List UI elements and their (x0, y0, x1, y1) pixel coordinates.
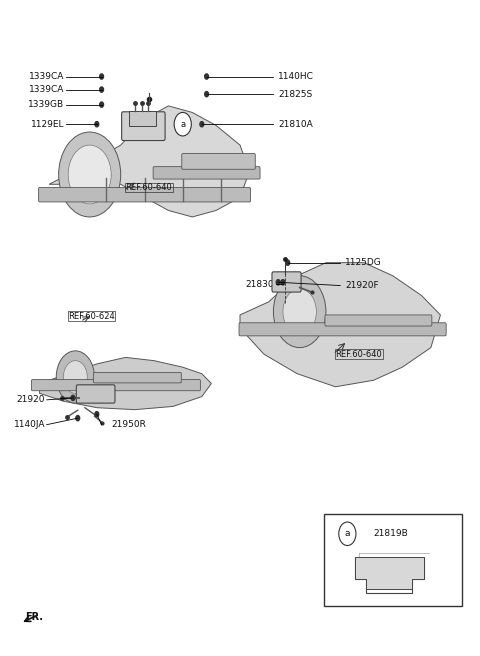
Text: 1140HC: 1140HC (278, 72, 314, 81)
Text: a: a (345, 529, 350, 539)
Polygon shape (240, 262, 441, 387)
Text: REF.60-640: REF.60-640 (336, 350, 382, 359)
Text: 1129EL: 1129EL (31, 119, 64, 129)
FancyBboxPatch shape (182, 154, 255, 169)
Bar (129, 111, 156, 125)
Text: 21920: 21920 (17, 396, 45, 404)
Circle shape (95, 411, 99, 417)
Text: 1125DG: 1125DG (345, 258, 382, 267)
Circle shape (204, 92, 208, 96)
FancyBboxPatch shape (153, 167, 260, 179)
Text: a: a (180, 119, 185, 129)
Circle shape (204, 74, 208, 79)
Text: 21830: 21830 (246, 279, 275, 289)
Polygon shape (355, 557, 424, 589)
Text: 1339CA: 1339CA (29, 85, 64, 94)
Circle shape (276, 279, 280, 285)
FancyBboxPatch shape (239, 323, 446, 336)
Text: 21825S: 21825S (278, 90, 312, 98)
Circle shape (286, 260, 289, 265)
FancyBboxPatch shape (325, 315, 432, 326)
Circle shape (274, 276, 326, 348)
Text: 1339CA: 1339CA (29, 72, 64, 81)
Circle shape (281, 279, 285, 285)
Circle shape (95, 121, 99, 127)
Text: 1140JA: 1140JA (14, 420, 45, 429)
FancyBboxPatch shape (32, 380, 200, 391)
FancyBboxPatch shape (121, 112, 165, 140)
Text: 21810A: 21810A (278, 119, 313, 129)
Text: FR.: FR. (25, 612, 43, 622)
Circle shape (63, 361, 87, 394)
FancyBboxPatch shape (324, 514, 462, 605)
Circle shape (71, 396, 75, 401)
FancyBboxPatch shape (94, 373, 181, 383)
Circle shape (339, 522, 356, 546)
Polygon shape (49, 106, 250, 217)
Circle shape (76, 415, 80, 420)
Text: 1339GB: 1339GB (28, 100, 64, 109)
Circle shape (283, 289, 316, 335)
Polygon shape (39, 358, 211, 409)
Circle shape (56, 351, 95, 403)
Circle shape (174, 112, 192, 136)
Circle shape (200, 121, 204, 127)
Text: 21920F: 21920F (345, 281, 379, 290)
FancyBboxPatch shape (76, 385, 115, 403)
FancyBboxPatch shape (272, 272, 301, 292)
Text: 21819B: 21819B (373, 529, 408, 539)
Text: REF.60-640: REF.60-640 (125, 183, 172, 192)
Circle shape (100, 87, 104, 92)
Circle shape (68, 145, 111, 204)
Text: REF.60-624: REF.60-624 (68, 312, 115, 321)
Text: 21950R: 21950R (111, 420, 146, 429)
Circle shape (100, 74, 104, 79)
Circle shape (59, 132, 120, 217)
Circle shape (100, 102, 104, 107)
FancyBboxPatch shape (38, 188, 251, 202)
